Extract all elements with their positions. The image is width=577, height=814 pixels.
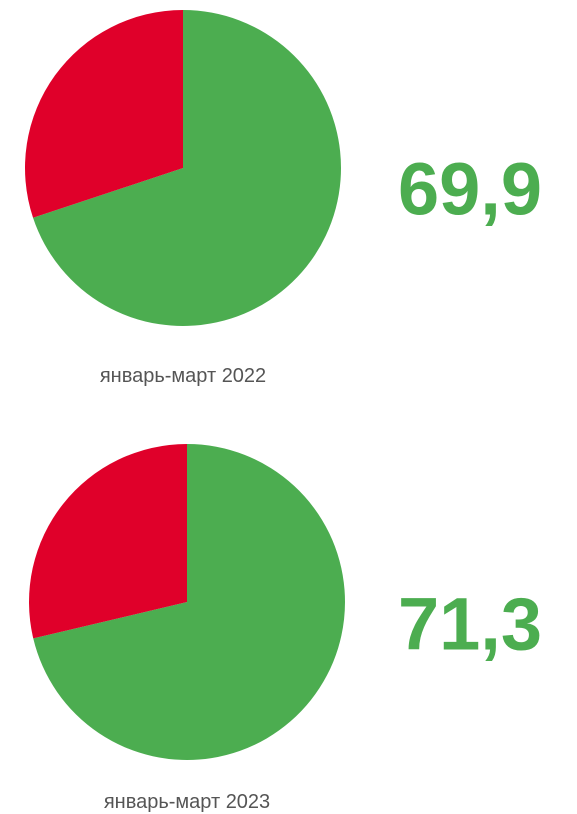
pie-slice bbox=[28, 444, 187, 639]
value-label: 69,9 bbox=[398, 148, 542, 231]
value-label: 71,3 bbox=[398, 583, 542, 666]
pie-caption: январь-март 2022 bbox=[100, 365, 266, 387]
pie-slice bbox=[33, 444, 345, 760]
pie-caption: январь-март 2023 bbox=[104, 791, 270, 813]
pie-slice bbox=[25, 10, 184, 218]
pie-slice bbox=[33, 10, 342, 326]
